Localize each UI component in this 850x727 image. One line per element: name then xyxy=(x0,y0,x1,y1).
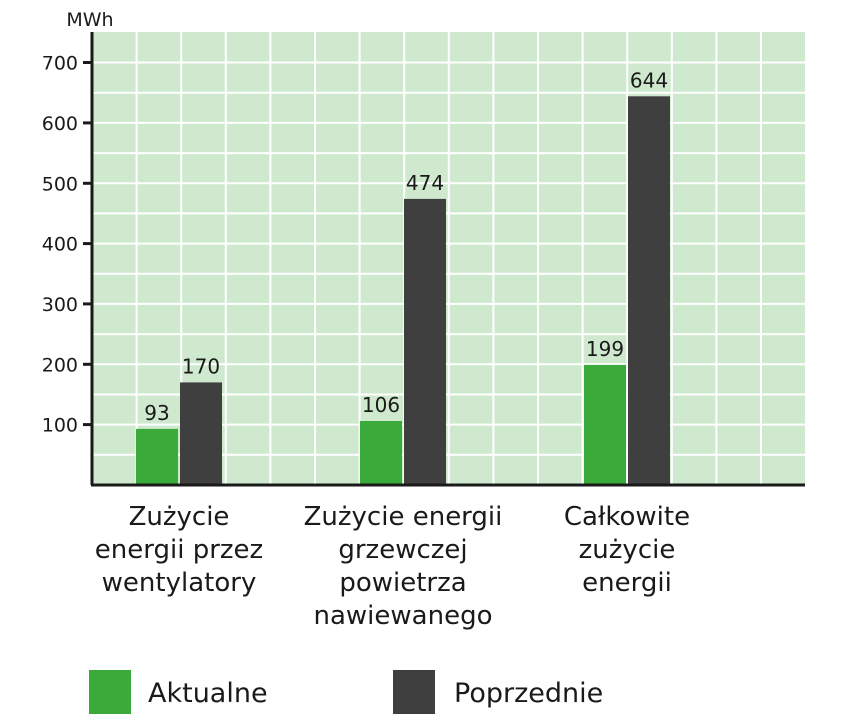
bar-value-label: 199 xyxy=(586,337,624,361)
x-category-label-line: energii przez xyxy=(95,535,263,565)
bar-value-label: 474 xyxy=(406,171,444,195)
grid-lines xyxy=(92,32,805,485)
bar-value-label: 644 xyxy=(630,68,668,92)
x-category-label-line: Całkowite xyxy=(564,502,690,532)
legend-swatch-poprzednie xyxy=(393,670,435,714)
bar-poprzednie xyxy=(628,96,670,486)
bar-poprzednie xyxy=(404,198,446,485)
x-category-label-line: powietrza xyxy=(339,568,466,598)
y-axis-ticks: 100 200 300 400 500 600 700 xyxy=(42,53,92,437)
x-category-label-line: grzewczej xyxy=(338,535,467,565)
bar-value-label: 106 xyxy=(362,393,400,417)
bar-aktualne xyxy=(584,364,626,485)
legend-swatch-aktualne xyxy=(89,670,131,714)
bar-aktualne xyxy=(136,428,178,485)
legend-label-poprzednie: Poprzednie xyxy=(454,678,603,709)
y-tick-label: 600 xyxy=(42,113,78,135)
y-tick-label: 100 xyxy=(42,415,78,437)
y-tick-label: 500 xyxy=(42,173,78,195)
y-tick-label: 300 xyxy=(42,294,78,316)
y-tick-label: 400 xyxy=(42,234,78,256)
bar-value-label: 93 xyxy=(144,401,169,425)
x-category-label-line: Zużycie xyxy=(129,502,230,532)
x-category-label: Całkowite zużycie energii xyxy=(564,502,690,598)
x-category-label-line: zużycie xyxy=(579,535,676,565)
bar-aktualne xyxy=(360,421,402,485)
x-category-label-line: energii xyxy=(582,568,672,598)
y-tick-label: 200 xyxy=(42,354,78,376)
x-category-label-line: Zużycie energii xyxy=(304,502,503,532)
value-labels: 93 170 106 474 199 644 xyxy=(144,68,668,425)
bars xyxy=(136,96,670,486)
legend: Aktualne Poprzednie xyxy=(89,670,603,714)
x-category-label-line: nawiewanego xyxy=(314,601,493,631)
bar-poprzednie xyxy=(180,382,222,485)
y-tick-label: 700 xyxy=(42,53,78,75)
x-category-label: Zużycie energii przez wentylatory xyxy=(95,502,263,598)
legend-label-aktualne: Aktualne xyxy=(148,678,268,709)
bar-value-label: 170 xyxy=(182,354,220,378)
y-axis-unit-label: MWh xyxy=(66,9,113,31)
x-category-label-line: wentylatory xyxy=(102,568,257,598)
x-category-label: Zużycie energii grzewczej powietrza nawiewa… xyxy=(304,502,503,631)
